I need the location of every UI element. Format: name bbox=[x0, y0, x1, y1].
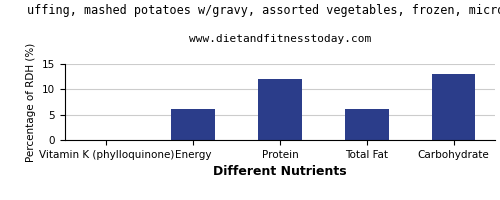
X-axis label: Different Nutrients: Different Nutrients bbox=[213, 165, 347, 178]
Bar bbox=[172, 109, 215, 140]
Text: www.dietandfitnesstoday.com: www.dietandfitnesstoday.com bbox=[189, 34, 371, 44]
Y-axis label: Percentage of RDH (%): Percentage of RDH (%) bbox=[26, 42, 36, 162]
Text: uffing, mashed potatoes w/gravy, assorted vegetables, frozen, microwave: uffing, mashed potatoes w/gravy, assorte… bbox=[27, 4, 500, 17]
Bar bbox=[258, 79, 302, 140]
Bar bbox=[432, 74, 476, 140]
Bar bbox=[345, 109, 389, 140]
